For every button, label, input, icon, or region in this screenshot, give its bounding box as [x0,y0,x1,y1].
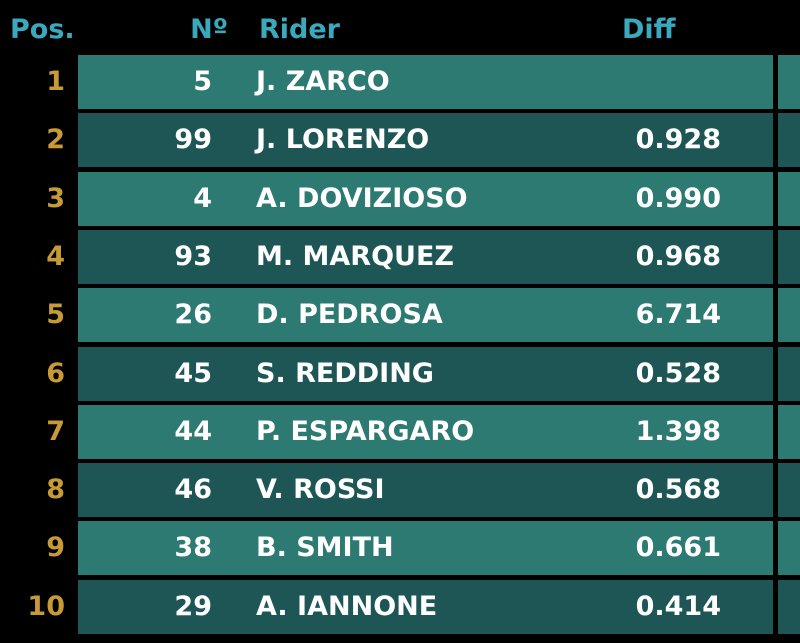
rider-number: 93 [174,240,212,272]
position: 5 [46,299,65,331]
gap: 0.528 [635,357,721,389]
rider-name: D. PEDROSA [256,299,443,331]
rider-number: 29 [174,590,212,622]
row-bar [78,463,773,518]
row-side [778,288,800,343]
header-number: Nº [190,14,228,45]
row-side [778,113,800,168]
position: 3 [46,182,65,214]
gap: 0.990 [635,182,721,214]
gap: 0.968 [635,240,721,272]
rider-name: S. REDDING [256,357,434,389]
header-diff: Diff [622,14,676,45]
position: 7 [46,415,65,447]
row-bar [78,55,773,109]
position: 9 [46,532,65,564]
row-bar [78,346,773,401]
row-bar [78,229,773,284]
row-bar [78,579,773,634]
gap: 1.398 [635,415,721,447]
gap: 0.414 [635,590,721,622]
rider-name: V. ROSSI [256,474,385,506]
position: 10 [27,590,65,622]
rider-name: M. MARQUEZ [256,240,454,272]
rider-number: 99 [174,124,212,156]
gap: 6.714 [635,299,721,331]
gap: 0.661 [635,532,721,564]
row-side [778,55,800,109]
rider-number: 38 [174,532,212,564]
gap: 0.928 [635,124,721,156]
position: 4 [46,240,65,272]
rider-name: J. ZARCO [256,66,390,97]
header-rider: Rider [259,14,340,45]
position: 1 [46,66,65,97]
row-bar [78,288,773,343]
rider-number: 44 [174,415,212,447]
position: 6 [46,357,65,389]
row-side [778,521,800,576]
rider-name: A. IANNONE [256,590,438,622]
header-pos: Pos. [10,14,75,45]
rider-name: J. LORENZO [256,124,430,156]
row-bar [78,521,773,576]
rider-number: 26 [174,299,212,331]
row-side [778,346,800,401]
row-side [778,171,800,226]
row-bar [78,171,773,226]
gap: 0.568 [635,474,721,506]
row-bar [78,404,773,459]
position: 2 [46,124,65,156]
rider-number: 45 [174,357,212,389]
rider-name: P. ESPARGARO [256,415,475,447]
row-side [778,579,800,634]
row-bar [78,113,773,168]
rider-name: B. SMITH [256,532,394,564]
rider-name: A. DOVIZIOSO [256,182,468,214]
row-side [778,404,800,459]
rider-number: 46 [174,474,212,506]
row-side [778,229,800,284]
row-side [778,463,800,518]
rider-number: 4 [193,182,212,214]
rider-number: 5 [193,66,212,97]
position: 8 [46,474,65,506]
